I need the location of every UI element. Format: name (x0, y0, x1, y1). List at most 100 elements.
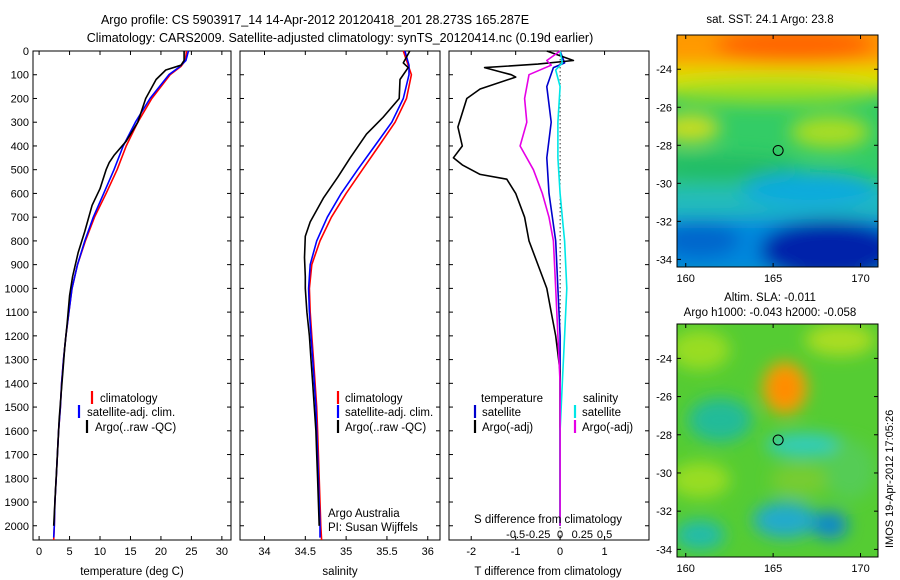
series-line-satellite-adj-clim (307, 50, 410, 538)
temperature-legend: climatology satellite-adj. clim. Argo(..… (77, 391, 176, 434)
x-tick-label: 20 (155, 546, 167, 558)
sst-map-frame (676, 34, 879, 268)
x-tick-label: 0 (557, 546, 563, 558)
salinity-x-ticks: 34 34.5 35 35.5 36 (240, 50, 440, 558)
credit-pi: PI: Susan Wijffels (328, 522, 418, 534)
x-tick-label: 34 (258, 546, 270, 558)
lon-tick-label: 160 (677, 273, 695, 285)
x-tick-label: 25 (185, 546, 197, 558)
difference-axes-frame (448, 50, 650, 541)
lat-tick-label: -32 (656, 216, 672, 228)
sst-map-ticks: 160 165 170 -24 -26 -28 -30 -32 -34 (656, 35, 878, 285)
series-line-argo-raw-qc (303, 50, 411, 526)
salinity-x-label: salinity (322, 566, 357, 578)
x-tick-label: 35 (340, 546, 352, 558)
legend-label-sal-satellite: satellite (582, 407, 621, 419)
legend-label-argo: Argo(..raw -QC) (95, 422, 176, 434)
lon-tick-label: 170 (851, 563, 869, 575)
depth-tick-label: 1900 (5, 497, 29, 509)
sst-map-title: sat. SST: 24.1 Argo: 23.8 (706, 14, 833, 26)
legend-label-argo: Argo(..raw -QC) (345, 422, 426, 434)
difference-panel: -2 -1 0 1 -0.5 -0.25 0 0.25 0.5 temperature sat… (448, 50, 650, 578)
temperature-series (52, 50, 190, 541)
depth-tick-label: 1300 (5, 355, 29, 367)
difference-legend: temperature satellite Argo(-adj) salinit… (473, 393, 633, 434)
x-tick-label: 15 (124, 546, 136, 558)
s-tick-label: -0.5 (506, 529, 525, 541)
s-tick-label: 0 (557, 529, 563, 541)
series-line-climatology (308, 50, 413, 541)
lat-tick-label: -24 (656, 64, 672, 76)
lon-tick-label: 170 (851, 273, 869, 285)
lon-tick-label: 160 (677, 563, 695, 575)
lat-tick-label: -24 (656, 353, 672, 365)
x-tick-label: 36 (422, 546, 434, 558)
lon-tick-label: 165 (764, 273, 782, 285)
x-tick-label: 34.5 (295, 546, 316, 558)
legend-label-satellite-adj: satellite-adj. clim. (87, 407, 175, 419)
legend-label-climatology: climatology (100, 393, 158, 405)
credit-argo-australia: Argo Australia (328, 508, 400, 520)
sst-heatmap (677, 35, 878, 267)
depth-tick-label: 700 (11, 212, 29, 224)
x-tick-label: 5 (66, 546, 72, 558)
temperature-x-label: temperature (deg C) (80, 566, 184, 578)
s-tick-label: -0.25 (525, 529, 550, 541)
depth-tick-label: 200 (11, 93, 29, 105)
depth-ticks: 0 100 200 300 400 500 600 700 800 900 1000 1100 1200… (5, 46, 231, 533)
x-tick-label: 30 (216, 546, 228, 558)
depth-tick-label: 1200 (5, 331, 29, 343)
legend-label-temp-argo: Argo(-adj) (482, 422, 533, 434)
salinity-legend: climatology satellite-adj. clim. Argo(..… (336, 391, 433, 434)
depth-tick-label: 1600 (5, 426, 29, 438)
sla-map-frame (676, 323, 879, 558)
lat-tick-label: -34 (656, 254, 672, 266)
lat-tick-label: -34 (656, 544, 672, 556)
series-line-salinity-argo-adj (519, 50, 561, 526)
t-difference-x-ticks: -2 -1 0 1 (449, 50, 649, 558)
t-difference-label: T difference from climatology (474, 566, 621, 578)
sla-map-panel: Altim. SLA: -0.011 Argo h1000: -0.043 h2… (656, 292, 879, 575)
s-tick-label: 0.25 (572, 529, 593, 541)
depth-tick-label: 400 (11, 141, 29, 153)
lat-tick-label: -32 (656, 506, 672, 518)
difference-series (452, 50, 575, 526)
temperature-axes-frame (32, 50, 232, 541)
depth-tick-label: 1100 (5, 307, 29, 319)
depth-tick-label: 1400 (5, 378, 29, 390)
depth-tick-label: 100 (11, 70, 29, 82)
salinity-panel: 34 34.5 35 35.5 36 salinity climatology sate… (239, 50, 441, 578)
lat-tick-label: -26 (656, 102, 672, 114)
sla-map-ticks: 160 165 170 -24 -26 -28 -30 -32 -34 (656, 324, 878, 575)
sla-heatmap (677, 324, 878, 557)
depth-tick-label: 600 (11, 188, 29, 200)
legend-title-salinity: salinity (583, 393, 618, 405)
lat-tick-label: -28 (656, 140, 672, 152)
series-line-satellite-adj-clim (52, 50, 190, 538)
x-tick-label: 10 (94, 546, 106, 558)
x-tick-label: 35.5 (376, 546, 397, 558)
depth-tick-label: 1700 (5, 450, 29, 462)
legend-label-satellite-adj: satellite-adj. clim. (345, 407, 433, 419)
sst-map-panel: sat. SST: 24.1 Argo: 23.8 160 165 170 -24 -2… (656, 14, 879, 285)
lon-tick-label: 165 (764, 563, 782, 575)
lat-tick-label: -28 (656, 430, 672, 442)
figure-title-line1: Argo profile: CS 5903917_14 14-Apr-2012 … (101, 13, 529, 27)
figure-title-line2: Climatology: CARS2009. Satellite-adjuste… (87, 31, 594, 45)
depth-tick-label: 2000 (5, 521, 29, 533)
x-tick-label: -1 (511, 546, 521, 558)
legend-label-sal-argo: Argo(-adj) (582, 422, 633, 434)
lat-tick-label: -30 (656, 468, 672, 480)
float-position-marker (772, 434, 784, 446)
depth-tick-label: 900 (11, 260, 29, 272)
depth-tick-label: 1500 (5, 402, 29, 414)
sla-map-subtitle: Argo h1000: -0.043 h2000: -0.058 (684, 307, 857, 319)
s-tick-label: 0.5 (597, 529, 612, 541)
temperature-panel: 0100200300400500600700800900100011001200… (5, 46, 232, 578)
x-tick-label: -2 (466, 546, 476, 558)
depth-tick-label: 300 (11, 117, 29, 129)
sla-map-title: Altim. SLA: -0.011 (724, 292, 816, 304)
series-line-climatology (52, 50, 188, 541)
salinity-series (303, 50, 413, 541)
